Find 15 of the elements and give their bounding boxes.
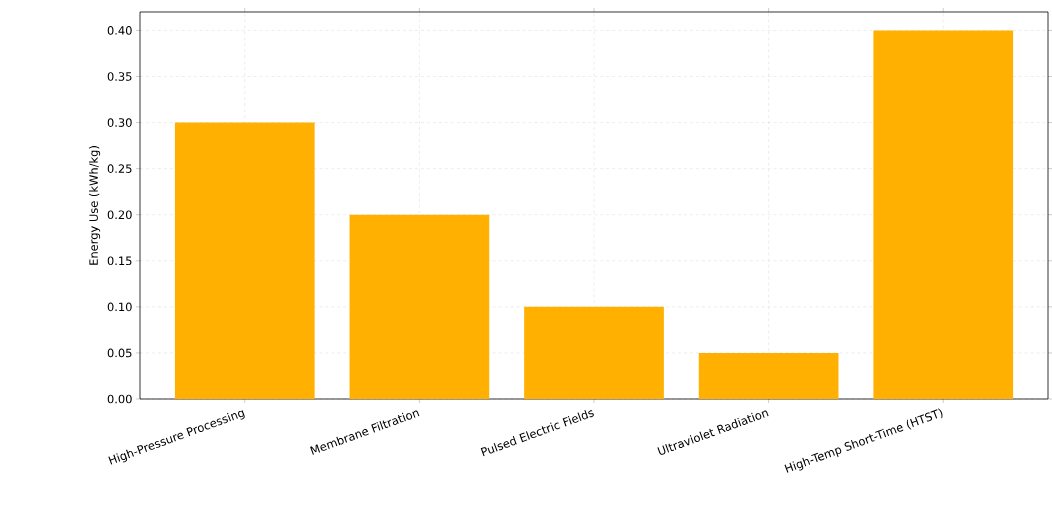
y-tick-label: 0.40 — [107, 26, 132, 35]
y-tick-label: 0.20 — [107, 210, 132, 220]
y-axis-title: Energy Use (kWh/kg) — [89, 146, 101, 265]
y-tick-label: 0.15 — [107, 256, 132, 266]
y-tick-label: 0.30 — [107, 118, 132, 127]
bar — [698, 352, 839, 399]
y-tick-label: 0.05 — [107, 348, 132, 358]
y-tick-label: 0.00 — [107, 394, 132, 404]
y-tick-label: 0.35 — [107, 72, 132, 81]
bar — [349, 214, 490, 399]
y-tick-label: 0.10 — [107, 302, 132, 312]
bar — [873, 30, 1014, 399]
bar — [174, 122, 315, 399]
y-tick-label: 0.25 — [107, 164, 132, 173]
bar — [524, 306, 664, 399]
